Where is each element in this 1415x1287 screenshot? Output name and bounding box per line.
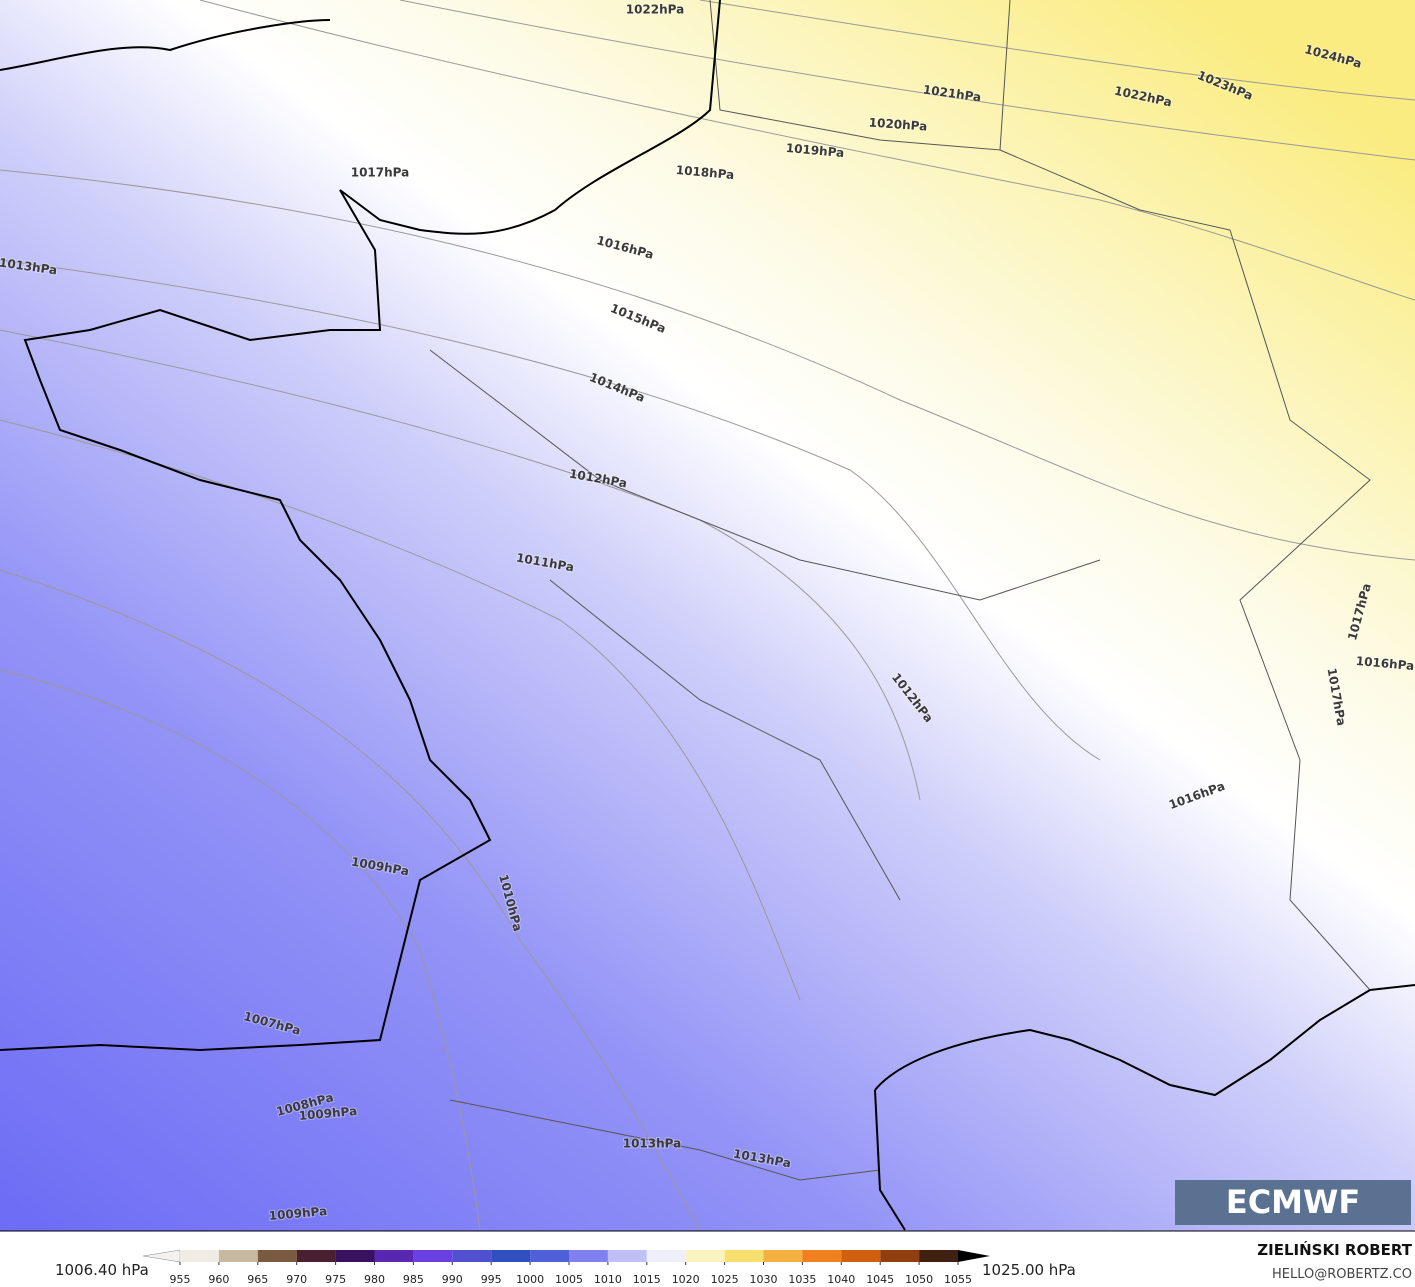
colorbar-segment bbox=[335, 1250, 375, 1262]
colorbar-segment bbox=[180, 1250, 219, 1262]
colorbar-segment bbox=[530, 1250, 569, 1262]
colorbar-segment bbox=[296, 1250, 336, 1262]
colorbar-segment bbox=[257, 1250, 297, 1262]
logo-box bbox=[1175, 1180, 1411, 1225]
colorbar-tick-label: 985 bbox=[403, 1273, 424, 1286]
isobar-label: 1009hPa bbox=[298, 1104, 358, 1123]
colorbar-segment bbox=[413, 1250, 453, 1262]
colorbar-tick-label: 1025 bbox=[711, 1273, 739, 1286]
isobars bbox=[0, 0, 1415, 1232]
pressure-field bbox=[0, 0, 1415, 1231]
colorbar-tick-label: 1050 bbox=[905, 1273, 933, 1286]
isobar-label: 1022hPa bbox=[626, 3, 685, 17]
colorbar-tick-label: 975 bbox=[325, 1273, 346, 1286]
isobar-label: 1009hPa bbox=[268, 1204, 328, 1223]
colorbar-tick-label: 1045 bbox=[866, 1273, 894, 1286]
colorbar-segment bbox=[919, 1250, 958, 1262]
isobar-label: 1013hPa bbox=[623, 1137, 682, 1151]
coastline bbox=[0, 0, 1415, 1231]
isobar-label: 1017hPa bbox=[351, 166, 410, 180]
colorbar-segment bbox=[880, 1250, 920, 1262]
colorbar-right-cap bbox=[958, 1250, 990, 1262]
isobar-label: 1018hPa bbox=[675, 163, 735, 182]
colorbar-tick-label: 1020 bbox=[672, 1273, 700, 1286]
isobar-label: 1020hPa bbox=[868, 115, 927, 133]
colorbar-tick-label: 1015 bbox=[633, 1273, 661, 1286]
colorbar-tick-label: 965 bbox=[247, 1273, 268, 1286]
colorbar-segment bbox=[374, 1250, 414, 1262]
colorbar-segment bbox=[569, 1250, 608, 1262]
colorbar-segment bbox=[802, 1250, 842, 1262]
colorbar-segment bbox=[724, 1250, 764, 1262]
logo-text: ECMWF bbox=[1226, 1183, 1360, 1221]
colorbar-tick-label: 1040 bbox=[827, 1273, 855, 1286]
colorbar-tick-label: 980 bbox=[364, 1273, 385, 1286]
max-label: 1025.00 hPa bbox=[982, 1261, 1076, 1279]
colorbar-segment bbox=[646, 1250, 686, 1262]
colorbar-tick-label: 990 bbox=[442, 1273, 463, 1286]
isobar-label: 1019hPa bbox=[785, 141, 845, 160]
colorbar-tick-label: 1000 bbox=[516, 1273, 544, 1286]
isobar-label: 1016hPa bbox=[1355, 654, 1415, 673]
colorbar-tick-label: 955 bbox=[170, 1273, 191, 1286]
colorbar-tick-label: 1035 bbox=[788, 1273, 816, 1286]
colorbar-tick-label: 995 bbox=[481, 1273, 502, 1286]
colorbar-segment bbox=[607, 1250, 647, 1262]
colorbar-tick-label: 960 bbox=[208, 1273, 229, 1286]
colorbar-tick-label: 1055 bbox=[944, 1273, 972, 1286]
colorbar-segment bbox=[491, 1250, 531, 1262]
map: 1022hPa1024hPa1023hPa1022hPa1021hPa1020h… bbox=[0, 0, 1415, 1232]
colorbar-segment bbox=[218, 1250, 258, 1262]
colorbar-segment bbox=[685, 1250, 725, 1262]
email: HELLO@ROBERTZ.CO bbox=[1272, 1267, 1412, 1282]
colorbar-tick-label: 1005 bbox=[555, 1273, 583, 1286]
colorbar: 1006.40 hPa 1025.00 hPa 955 960 965 970 975 9… bbox=[55, 1249, 1076, 1286]
colorbar-tick-label: 1010 bbox=[594, 1273, 622, 1286]
colorbar-segment bbox=[841, 1250, 881, 1262]
colorbar-segment bbox=[763, 1250, 803, 1262]
colorbar-tick-label: 1030 bbox=[750, 1273, 778, 1286]
author: ZIELIŃSKI ROBERT bbox=[1257, 1240, 1412, 1259]
colorbar-segment bbox=[452, 1250, 492, 1262]
borders bbox=[429, 0, 1371, 1181]
colorbar-tick-label: 970 bbox=[286, 1273, 307, 1286]
min-label: 1006.40 hPa bbox=[55, 1261, 149, 1279]
